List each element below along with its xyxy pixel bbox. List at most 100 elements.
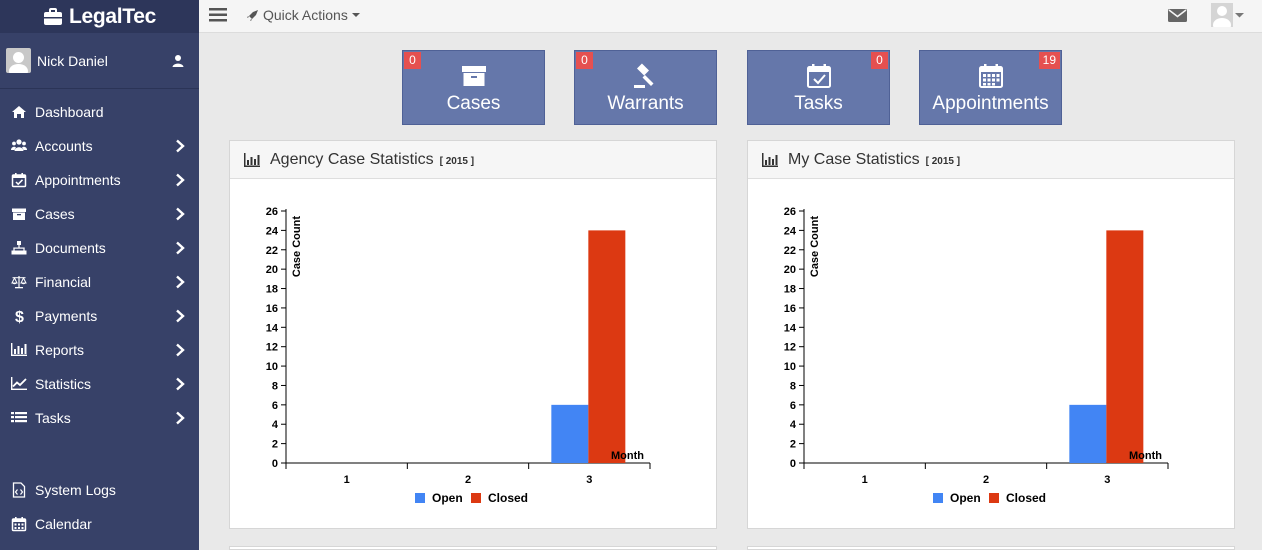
panel-header: My Case Statistics [ 2015 ] <box>748 141 1234 179</box>
panel-year: [ 2015 ] <box>925 155 961 167</box>
panel-title: Agency Case Statistics <box>270 150 434 168</box>
chevron-right-icon <box>176 309 185 323</box>
sidebar-item-dashboard[interactable]: Dashboard <box>0 95 199 129</box>
y-tick-label: 14 <box>266 322 279 334</box>
panel-year: [ 2015 ] <box>439 155 475 167</box>
panel-edge <box>747 546 1235 550</box>
brand-logo[interactable]: LegalTec <box>0 0 199 33</box>
sidebar-item-tasks[interactable]: Tasks <box>0 401 199 435</box>
calendar-check-icon <box>806 64 831 88</box>
legend-label-open: Open <box>432 491 463 505</box>
bar-chart-icon <box>9 341 29 359</box>
y-tick-label: 20 <box>266 264 278 276</box>
y-tick-label: 24 <box>784 225 797 237</box>
tile-cases-label: Cases <box>446 93 501 114</box>
sidebar-item-reports[interactable]: Reports <box>0 333 199 367</box>
y-tick-label: 20 <box>784 264 796 276</box>
sidebar-item-label: Documents <box>35 240 106 256</box>
bar-closed <box>1106 230 1144 463</box>
chevron-right-icon <box>176 377 185 391</box>
legend-swatch-open <box>415 493 425 503</box>
agency-case-statistics-panel: Agency Case Statistics [ 2015 ] 0 2 4 6 8 10 1… <box>229 140 717 529</box>
y-tick-label: 10 <box>266 361 278 373</box>
calendar-check-icon <box>9 171 29 189</box>
y-tick-label: 6 <box>790 400 796 412</box>
caret-down-icon <box>351 13 360 17</box>
tasks-count-badge: 0 <box>871 52 888 69</box>
sidebar-item-label: Reports <box>35 342 85 358</box>
x-tick-label: 1 <box>344 474 350 486</box>
sidebar-item-statistics[interactable]: Statistics <box>0 367 199 401</box>
x-tick-label: 2 <box>465 474 471 486</box>
svg-text:$: $ <box>15 309 24 324</box>
envelope-icon[interactable] <box>1168 8 1187 23</box>
file-code-icon <box>9 481 29 499</box>
sidebar-item-label: Statistics <box>35 376 92 392</box>
chevron-right-icon <box>176 207 185 221</box>
y-tick-label: 26 <box>266 206 278 218</box>
sidebar-item-appointments[interactable]: Appointments <box>0 163 199 197</box>
sidebar-item-label: Tasks <box>35 410 71 426</box>
x-tick-label: 3 <box>1104 474 1110 486</box>
tile-tasks[interactable]: 0 Tasks <box>747 50 890 125</box>
rocket-icon <box>247 9 258 21</box>
line-chart-icon <box>9 375 29 393</box>
y-tick-label: 26 <box>784 206 796 218</box>
x-tick-label: 3 <box>586 474 592 486</box>
user-menu[interactable] <box>1211 3 1244 27</box>
y-tick-label: 0 <box>272 458 278 470</box>
bar-chart-icon <box>244 152 260 167</box>
x-tick-label: 1 <box>862 474 868 486</box>
warrants-count-badge: 0 <box>576 52 593 69</box>
sidebar-item-documents[interactable]: Documents <box>0 231 199 265</box>
briefcase-icon <box>43 7 62 25</box>
legend-label-open: Open <box>950 491 981 505</box>
x-axis-title: Month <box>611 450 644 462</box>
user-name: Nick Daniel <box>37 52 108 69</box>
legend-swatch-open <box>933 493 943 503</box>
y-tick-label: 12 <box>784 342 796 354</box>
tile-cases[interactable]: 0 Cases <box>402 50 545 125</box>
brand-name: LegalTec <box>68 4 157 28</box>
balance-scale-icon <box>9 273 29 291</box>
sidebar-item-system-logs[interactable]: System Logs <box>0 473 199 507</box>
bar-chart-icon <box>762 152 778 167</box>
sidebar-item-cases[interactable]: Cases <box>0 197 199 231</box>
tile-appointments-label: Appointments <box>932 93 1049 114</box>
y-tick-label: 18 <box>266 284 278 296</box>
sidebar-item-accounts[interactable]: Accounts <box>0 129 199 163</box>
tile-tasks-label: Tasks <box>794 93 843 114</box>
tile-warrants-label: Warrants <box>607 93 684 114</box>
y-axis-title: Case Count <box>809 216 821 277</box>
dollar-icon: $ <box>9 307 29 325</box>
y-tick-label: 16 <box>784 303 796 315</box>
x-tick-label: 2 <box>983 474 989 486</box>
chevron-right-icon <box>176 343 185 357</box>
legend-swatch-closed <box>471 493 481 503</box>
hamburger-menu-icon[interactable] <box>209 8 227 22</box>
calendar-icon <box>9 515 29 533</box>
caret-down-icon <box>1235 13 1244 18</box>
sidebar-item-calendar[interactable]: Calendar <box>0 507 199 541</box>
sidebar-nav-bottom: System Logs Calendar <box>0 473 199 541</box>
sidebar-item-label: Financial <box>35 274 92 290</box>
y-tick-label: 0 <box>790 458 796 470</box>
archive-icon <box>461 66 486 86</box>
user-profile[interactable]: Nick Daniel <box>0 33 199 89</box>
quick-actions-menu[interactable]: Quick Actions <box>246 7 360 23</box>
users-icon <box>9 137 29 155</box>
y-tick-label: 4 <box>790 419 797 431</box>
tile-appointments[interactable]: 19 Appointments <box>919 50 1062 125</box>
tile-warrants[interactable]: 0 Warrants <box>574 50 717 125</box>
bar-open <box>1069 404 1107 463</box>
sidebar-item-payments[interactable]: $ Payments <box>0 299 199 333</box>
y-tick-label: 12 <box>266 342 278 354</box>
archive-icon <box>9 205 29 223</box>
chevron-right-icon <box>176 411 185 425</box>
panel-title: My Case Statistics <box>788 150 920 168</box>
quick-actions-label: Quick Actions <box>263 7 348 23</box>
sidebar-item-financial[interactable]: Financial <box>0 265 199 299</box>
sidebar-item-label: Cases <box>35 206 75 222</box>
appointments-count-badge: 19 <box>1038 52 1060 69</box>
